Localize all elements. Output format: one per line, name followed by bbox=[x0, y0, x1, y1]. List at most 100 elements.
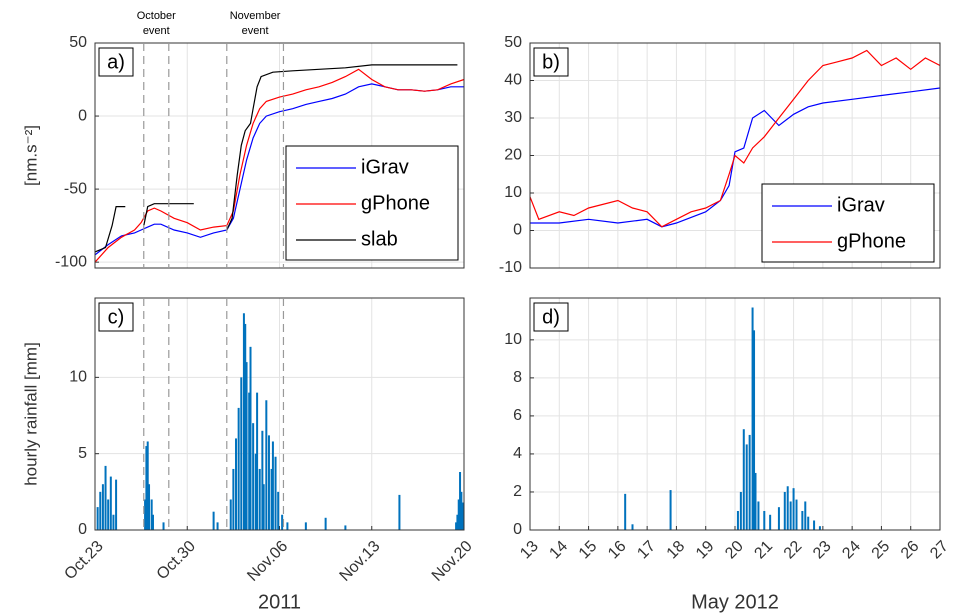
y-tick-label: 8 bbox=[513, 369, 522, 386]
event-annotation: event bbox=[143, 25, 170, 37]
bar bbox=[112, 514, 115, 530]
y-tick-label: 50 bbox=[504, 34, 522, 51]
bar bbox=[807, 516, 810, 530]
x-tick-label: Oct.30 bbox=[154, 538, 199, 583]
x-tick-label: 13 bbox=[517, 538, 542, 563]
axes-frame bbox=[529, 297, 941, 531]
bar bbox=[736, 510, 739, 530]
legend: iGrav gPhone slab bbox=[285, 145, 459, 261]
bar bbox=[801, 510, 804, 530]
bar bbox=[270, 468, 273, 530]
bar bbox=[115, 479, 118, 530]
x-tick-label: 26 bbox=[898, 538, 923, 563]
bar bbox=[777, 507, 780, 530]
bar bbox=[242, 313, 245, 530]
bar bbox=[244, 323, 247, 530]
y-tick-label: 5 bbox=[78, 445, 87, 462]
bar bbox=[757, 501, 760, 530]
bar bbox=[304, 522, 307, 530]
legend-label: slab bbox=[361, 228, 398, 250]
legend-box bbox=[285, 145, 459, 261]
y-tick-label: -100 bbox=[55, 253, 87, 270]
bar bbox=[258, 468, 261, 530]
bar bbox=[745, 444, 748, 530]
bar bbox=[754, 472, 757, 530]
bar bbox=[249, 346, 252, 530]
legend: iGrav gPhone bbox=[761, 183, 935, 263]
panel-label-box bbox=[98, 47, 134, 77]
bar bbox=[145, 446, 148, 530]
y-tick-label: 50 bbox=[69, 34, 87, 51]
bar bbox=[818, 526, 821, 530]
x-tick-label: 23 bbox=[810, 538, 835, 563]
bar bbox=[460, 491, 463, 530]
bar bbox=[769, 514, 772, 530]
bar bbox=[144, 499, 147, 530]
bar bbox=[748, 434, 751, 530]
x-tick-label: 16 bbox=[605, 538, 630, 563]
bar bbox=[151, 514, 154, 530]
bar bbox=[742, 429, 745, 530]
legend-label: iGrav bbox=[361, 156, 409, 178]
bar bbox=[398, 494, 401, 530]
x-tick-label: 14 bbox=[546, 538, 571, 563]
bar bbox=[753, 330, 756, 530]
bar bbox=[456, 514, 459, 530]
y-tick-label: 0 bbox=[78, 521, 87, 538]
event-annotation: November bbox=[230, 10, 281, 22]
y-tick-label: 40 bbox=[504, 72, 522, 89]
bar bbox=[248, 392, 251, 530]
bar bbox=[148, 484, 151, 530]
bar bbox=[271, 441, 274, 530]
bar bbox=[739, 491, 742, 530]
bar bbox=[792, 488, 795, 530]
bar bbox=[104, 465, 107, 530]
panel-label: b) bbox=[542, 51, 560, 73]
bar bbox=[107, 499, 110, 530]
x-tick-label: Nov.20 bbox=[429, 538, 476, 585]
x-tick-label: 19 bbox=[693, 538, 718, 563]
y-tick-label: -50 bbox=[64, 180, 87, 197]
bar bbox=[324, 517, 327, 530]
bar bbox=[261, 430, 264, 530]
bar bbox=[631, 524, 634, 530]
x-tick-label: 22 bbox=[781, 538, 806, 563]
bar bbox=[265, 400, 268, 530]
x-tick-label: 27 bbox=[927, 538, 952, 563]
bar bbox=[457, 499, 460, 530]
x-tick-label: Nov.13 bbox=[337, 538, 384, 585]
x-tick-label: 24 bbox=[839, 538, 864, 563]
bar bbox=[459, 472, 462, 530]
bar bbox=[669, 490, 672, 530]
bar bbox=[286, 522, 289, 530]
bar bbox=[789, 501, 792, 530]
bar bbox=[795, 499, 798, 530]
series-line bbox=[94, 64, 458, 253]
panel-label: d) bbox=[542, 306, 560, 328]
bar bbox=[281, 514, 284, 530]
bar bbox=[813, 520, 816, 530]
y-tick-label: 6 bbox=[513, 407, 522, 424]
axes-frame bbox=[94, 42, 465, 269]
panel-label: a) bbox=[107, 51, 125, 73]
bar bbox=[751, 307, 754, 530]
x-tick-label: 15 bbox=[576, 538, 601, 563]
bar bbox=[783, 491, 786, 530]
bar bbox=[245, 362, 248, 530]
panel-label-box bbox=[98, 302, 134, 332]
series-line bbox=[530, 87, 941, 228]
y-tick-label: 10 bbox=[504, 331, 522, 348]
panel-label: c) bbox=[108, 306, 125, 328]
axes-frame bbox=[94, 297, 465, 531]
bar bbox=[267, 435, 270, 530]
bar bbox=[235, 438, 238, 530]
y-tick-label: 0 bbox=[513, 521, 522, 538]
x-tick-label: 18 bbox=[664, 538, 689, 563]
axes-frame bbox=[529, 42, 941, 269]
bar bbox=[96, 507, 99, 530]
legend-label: gPhone bbox=[361, 192, 430, 214]
bar bbox=[146, 441, 149, 530]
y-tick-label: 0 bbox=[513, 222, 522, 239]
x-tick-label: 25 bbox=[869, 538, 894, 563]
